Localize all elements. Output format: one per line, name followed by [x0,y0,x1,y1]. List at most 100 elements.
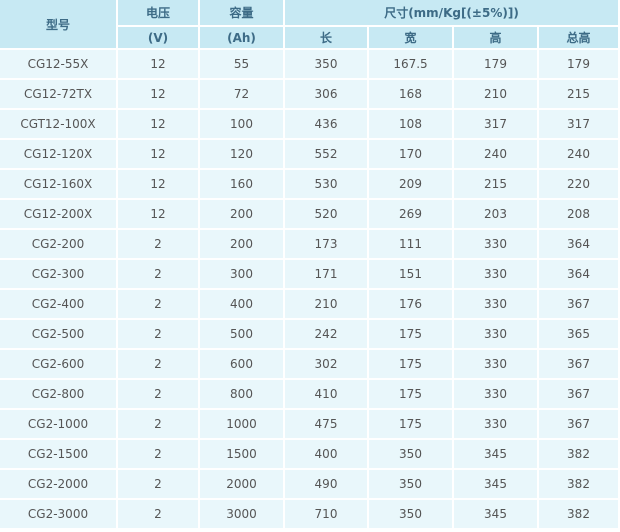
cell-height: 215 [454,170,537,198]
cell-voltage: 2 [118,350,198,378]
header-row-1: 型号 电压 容量 尺寸(mm/Kg[(±5%)]) [0,0,618,48]
cell-voltage: 2 [118,410,198,438]
cell-voltage: 12 [118,170,198,198]
cell-height: 330 [454,350,537,378]
cell-width: 170 [369,140,452,168]
cell-model: CG12-160X [0,170,116,198]
col-header-voltage: 电压 [118,0,198,25]
cell-total-height: 364 [539,260,618,288]
cell-capacity: 1000 [200,410,283,438]
table-row: CG2-300 2 300 171 151 330 364 [0,260,618,288]
cell-model: CG2-3000 [0,500,116,528]
cell-length: 710 [285,500,367,528]
table-row: CG2-2000 2 2000 490 350 345 382 [0,470,618,498]
cell-height: 345 [454,500,537,528]
cell-height: 330 [454,320,537,348]
cell-total-height: 215 [539,80,618,108]
col-header-height: 高 [454,27,537,48]
cell-height: 179 [454,50,537,78]
table-row: CG2-1500 2 1500 400 350 345 382 [0,440,618,468]
cell-total-height: 179 [539,50,618,78]
cell-model: CG2-400 [0,290,116,318]
cell-model: CG2-800 [0,380,116,408]
cell-capacity: 100 [200,110,283,138]
cell-width: 168 [369,80,452,108]
cell-length: 210 [285,290,367,318]
table-row: CG12-72TX 12 72 306 168 210 215 [0,80,618,108]
cell-total-height: 317 [539,110,618,138]
cell-length: 490 [285,470,367,498]
cell-length: 171 [285,260,367,288]
col-header-total-height: 总高 [539,27,618,48]
cell-width: 151 [369,260,452,288]
cell-width: 175 [369,320,452,348]
cell-voltage: 2 [118,320,198,348]
cell-length: 520 [285,200,367,228]
spec-table-body: CG12-55X 12 55 350 167.5 179 179 CG12-72TX 12 72 3… [0,50,618,528]
cell-length: 173 [285,230,367,258]
cell-capacity: 3000 [200,500,283,528]
cell-length: 530 [285,170,367,198]
cell-capacity: 300 [200,260,283,288]
table-row: CG12-120X 12 120 552 170 240 240 [0,140,618,168]
cell-width: 269 [369,200,452,228]
cell-total-height: 382 [539,440,618,468]
header-row-2: (V) (Ah) 长 宽 高 总高 [0,27,618,48]
cell-total-height: 208 [539,200,618,228]
cell-voltage: 2 [118,230,198,258]
cell-width: 167.5 [369,50,452,78]
cell-length: 552 [285,140,367,168]
cell-total-height: 367 [539,380,618,408]
cell-length: 436 [285,110,367,138]
cell-total-height: 367 [539,350,618,378]
cell-model: CG2-300 [0,260,116,288]
cell-model: CG2-1500 [0,440,116,468]
cell-voltage: 12 [118,50,198,78]
cell-model: CG2-500 [0,320,116,348]
table-row: CG2-200 2 200 173 111 330 364 [0,230,618,258]
cell-voltage: 2 [118,380,198,408]
col-header-length: 长 [285,27,367,48]
cell-width: 350 [369,500,452,528]
cell-voltage: 12 [118,110,198,138]
cell-capacity: 500 [200,320,283,348]
table-row: CG2-400 2 400 210 176 330 367 [0,290,618,318]
cell-length: 242 [285,320,367,348]
cell-height: 345 [454,470,537,498]
cell-voltage: 12 [118,80,198,108]
col-header-voltage-unit: (V) [118,27,198,48]
cell-capacity: 600 [200,350,283,378]
cell-voltage: 12 [118,200,198,228]
col-header-width: 宽 [369,27,452,48]
table-row: CG2-800 2 800 410 175 330 367 [0,380,618,408]
cell-length: 475 [285,410,367,438]
cell-capacity: 2000 [200,470,283,498]
cell-model: CG2-200 [0,230,116,258]
cell-model: CG12-120X [0,140,116,168]
table-row: CG2-600 2 600 302 175 330 367 [0,350,618,378]
cell-model: CG12-55X [0,50,116,78]
cell-total-height: 220 [539,170,618,198]
cell-height: 210 [454,80,537,108]
cell-total-height: 367 [539,410,618,438]
cell-width: 175 [369,380,452,408]
cell-height: 330 [454,380,537,408]
cell-capacity: 55 [200,50,283,78]
cell-voltage: 12 [118,140,198,168]
table-row: CG2-3000 2 3000 710 350 345 382 [0,500,618,528]
cell-voltage: 2 [118,290,198,318]
cell-capacity: 400 [200,290,283,318]
cell-width: 175 [369,350,452,378]
table-row: CG12-200X 12 200 520 269 203 208 [0,200,618,228]
cell-model: CG2-1000 [0,410,116,438]
cell-voltage: 2 [118,260,198,288]
table-row: CG2-500 2 500 242 175 330 365 [0,320,618,348]
cell-length: 302 [285,350,367,378]
cell-capacity: 1500 [200,440,283,468]
cell-capacity: 200 [200,200,283,228]
cell-width: 176 [369,290,452,318]
cell-model: CG12-200X [0,200,116,228]
cell-height: 330 [454,230,537,258]
cell-width: 108 [369,110,452,138]
